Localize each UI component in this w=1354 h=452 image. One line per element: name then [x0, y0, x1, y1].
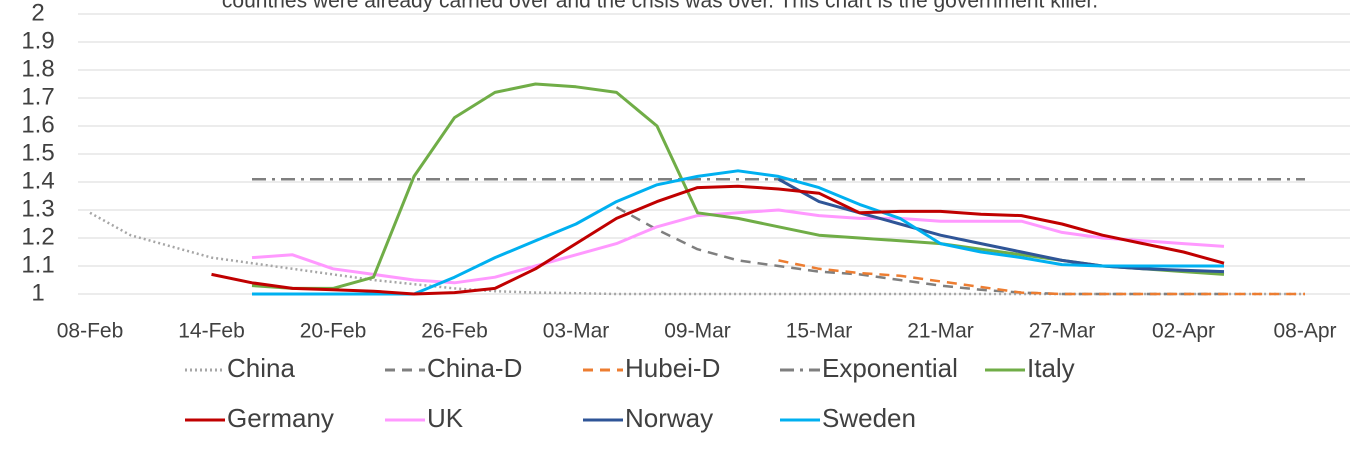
y-tick-label: 1.1: [21, 251, 54, 278]
series-line: [211, 184, 1225, 296]
y-tick-label: 1.6: [21, 111, 54, 138]
y-tick-label: 1.3: [21, 195, 54, 222]
y-tick-label: 1.2: [21, 223, 54, 250]
x-tick-label: 21-Mar: [907, 320, 974, 343]
x-tick-label: 03-Mar: [543, 320, 610, 343]
legend-label: China-D: [427, 353, 522, 383]
x-tick-label: 09-Mar: [664, 320, 731, 343]
series-line: [778, 259, 1305, 296]
y-tick-label: 1.9: [21, 27, 54, 54]
y-tick-label: 2: [31, 0, 44, 26]
legend-label: Norway: [625, 403, 713, 433]
legend-label: Sweden: [822, 403, 916, 433]
chart-title: countries were already carried over and …: [222, 0, 1098, 13]
series-line: [252, 169, 1224, 296]
series-line: [89, 211, 1305, 296]
y-tick-label: 1.7: [21, 83, 54, 110]
y-tick-label: 1: [31, 279, 44, 306]
x-tick-label: 27-Mar: [1029, 320, 1096, 343]
y-tick-label: 1.8: [21, 55, 54, 82]
legend-label: Germany: [227, 403, 334, 433]
y-tick-label: 1.5: [21, 139, 54, 166]
y-tick-label: 1.4: [21, 167, 54, 194]
x-tick-label: 08-Apr: [1273, 320, 1336, 343]
x-tick-label: 26-Feb: [421, 320, 488, 343]
series-line: [777, 177, 1225, 274]
x-tick-label: 02-Apr: [1152, 320, 1215, 343]
series-line: [251, 208, 1225, 285]
x-tick-label: 15-Mar: [786, 320, 853, 343]
legend-label: UK: [427, 403, 464, 433]
legend-label: Exponential: [822, 353, 958, 383]
x-tick-label: 14-Feb: [178, 320, 245, 343]
legend-label: China: [227, 353, 295, 383]
legend-label: Hubei-D: [625, 353, 720, 383]
x-tick-label: 20-Feb: [300, 320, 367, 343]
x-tick-label: 08-Feb: [57, 320, 124, 343]
legend-label: Italy: [1027, 353, 1075, 383]
